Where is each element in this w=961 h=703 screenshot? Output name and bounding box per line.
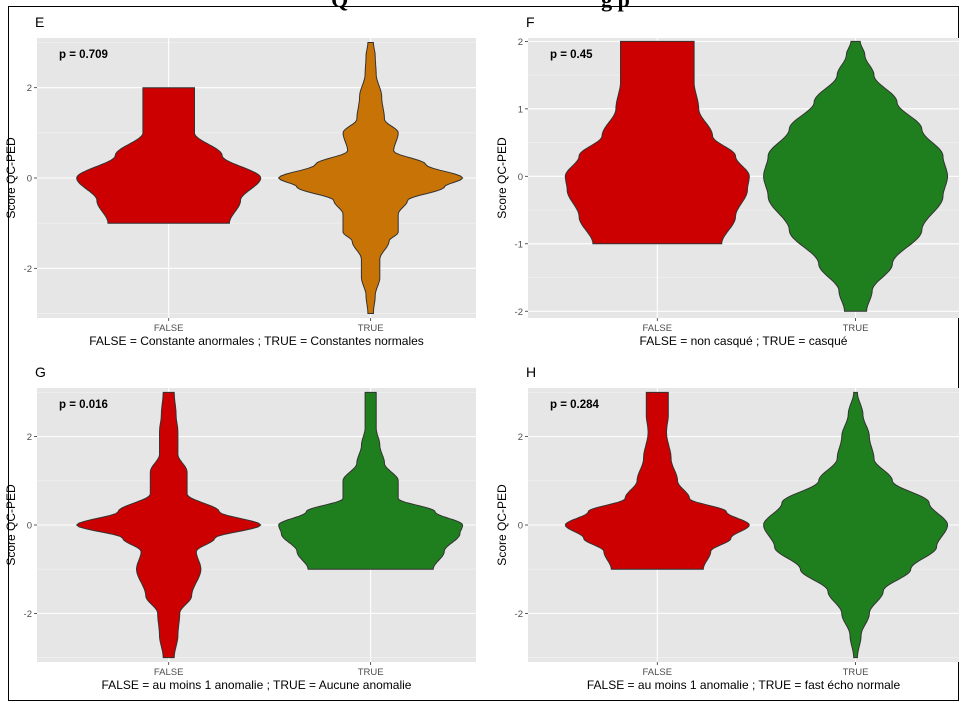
panel-G: -2 0 2 FALSE TRUE Gp = 0.016 Score QC-PED FALSE… [4, 364, 476, 692]
y-tick-label: 0 [518, 521, 523, 532]
x-tick-label: TRUE [843, 667, 869, 678]
panel-label: G [35, 364, 46, 380]
violin-false [76, 87, 262, 224]
violin-false [564, 391, 750, 570]
violin-true [277, 42, 464, 314]
p-value-annotation: p = 0.016 [59, 399, 108, 411]
y-tick-label: -2 [24, 609, 32, 620]
panel-label: H [526, 364, 536, 380]
x-tick-label: FALSE [154, 667, 184, 678]
p-value-annotation: p = 0.45 [550, 49, 593, 61]
x-tick-label: TRUE [843, 323, 869, 334]
panel-F: -2 -1 0 1 2 FALSE TRUE Fp = 0.45 Score QC-PED FAL… [495, 14, 959, 348]
x-tick-label: FALSE [154, 323, 184, 334]
y-axis-title: Score QC-PED [4, 137, 18, 219]
x-axis-title: FALSE = non casqué ; TRUE = casqué [640, 334, 848, 348]
y-tick-label: 2 [518, 432, 523, 443]
y-tick-label: -2 [24, 264, 32, 275]
y-tick-label: 2 [518, 37, 523, 48]
page-title: Q g p [0, 0, 961, 11]
x-axis-title: FALSE = au moins 1 anomalie ; TRUE = fas… [587, 678, 901, 692]
y-tick-label: 2 [27, 432, 32, 443]
x-tick-label: TRUE [358, 323, 384, 334]
y-tick-label: 1 [518, 104, 523, 115]
panel-E: -2 0 2 FALSE TRUE Ep = 0.709 Score QC-PED FALSE… [4, 14, 476, 348]
p-value-annotation: p = 0.709 [59, 49, 108, 61]
y-tick-label: 0 [27, 521, 32, 532]
violin-false [75, 391, 262, 659]
panel-label: F [526, 14, 535, 30]
x-tick-label: FALSE [643, 323, 673, 334]
violin-false [564, 40, 750, 245]
figure-border [8, 6, 959, 701]
y-axis-title: Score QC-PED [4, 484, 18, 566]
x-tick-label: FALSE [643, 667, 673, 678]
panel-label: E [35, 14, 44, 30]
y-axis-title: Score QC-PED [495, 137, 509, 219]
y-tick-label: 0 [27, 174, 32, 185]
x-axis-title: FALSE = Constante anormales ; TRUE = Con… [89, 334, 424, 348]
y-tick-label: 0 [518, 172, 523, 183]
y-tick-label: -1 [515, 239, 523, 250]
panel-H: -2 0 2 FALSE TRUE Hp = 0.284 Score QC-PED FALSE… [495, 364, 959, 692]
violin-true [763, 40, 949, 312]
violin-true [763, 391, 949, 659]
y-axis-title: Score QC-PED [495, 484, 509, 566]
y-tick-label: -2 [515, 609, 523, 620]
p-value-annotation: p = 0.284 [550, 399, 600, 411]
x-tick-label: TRUE [358, 667, 384, 678]
x-axis-title: FALSE = au moins 1 anomalie ; TRUE = Auc… [102, 678, 412, 692]
y-tick-label: -2 [515, 307, 523, 318]
y-tick-label: 2 [27, 83, 32, 94]
violin-true [278, 391, 464, 570]
